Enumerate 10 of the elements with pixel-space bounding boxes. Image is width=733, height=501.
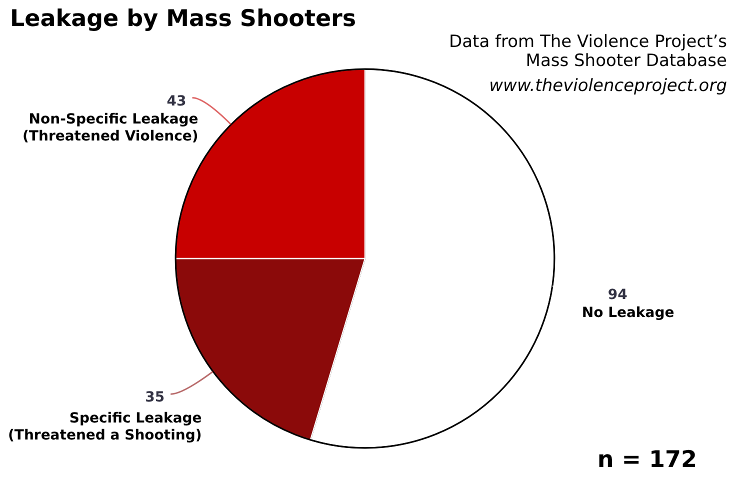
text: Data from The Violence Project’s Mass Shooter Database (448, 32, 727, 71)
chart-title: Leakage by Mass Shooters (10, 6, 356, 32)
data-label: 94 (608, 287, 628, 304)
text: www.theviolenceproject.org (489, 76, 727, 96)
slice-label: Non-Specific Leakage (Threatened Violence) (22, 111, 198, 144)
data-label: 35 (145, 390, 165, 406)
slice-label: No Leakage (582, 305, 674, 322)
text: n = 172 (597, 447, 697, 473)
slice-label: Specific Leakage (Threatened a Shooting) (8, 410, 202, 444)
data-label: 43 (166, 93, 186, 110)
